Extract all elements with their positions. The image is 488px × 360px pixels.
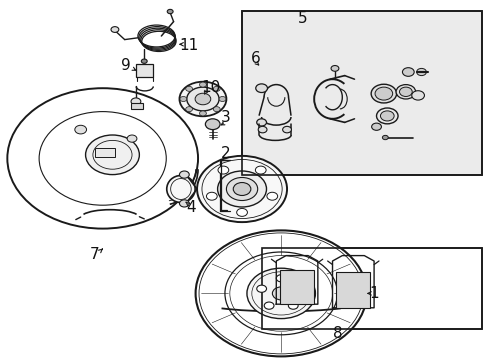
Circle shape (330, 66, 338, 71)
Circle shape (272, 287, 289, 300)
Text: 9: 9 (121, 58, 131, 73)
Text: 5: 5 (298, 11, 307, 26)
Circle shape (85, 135, 139, 175)
Circle shape (179, 200, 189, 207)
Circle shape (199, 82, 206, 87)
Text: 3: 3 (221, 110, 230, 125)
Circle shape (233, 183, 250, 195)
Circle shape (213, 86, 220, 91)
Circle shape (255, 166, 265, 174)
Circle shape (399, 87, 411, 96)
Bar (131, 103, 143, 109)
Text: 4: 4 (185, 199, 195, 215)
Circle shape (195, 93, 210, 105)
Circle shape (75, 125, 86, 134)
Circle shape (205, 119, 220, 130)
Bar (261, 248, 481, 329)
Circle shape (380, 111, 393, 121)
Bar (336, 272, 369, 308)
Circle shape (370, 84, 396, 103)
Text: 1: 1 (368, 286, 378, 301)
Circle shape (374, 87, 392, 100)
Circle shape (246, 268, 315, 319)
Circle shape (186, 87, 219, 111)
Circle shape (382, 135, 387, 140)
Circle shape (197, 156, 286, 222)
Circle shape (179, 82, 226, 116)
Circle shape (127, 135, 137, 142)
Circle shape (111, 27, 119, 32)
Bar (95, 148, 115, 157)
Circle shape (266, 192, 277, 200)
Circle shape (180, 96, 186, 102)
Bar (261, 248, 481, 329)
Circle shape (256, 119, 266, 126)
Circle shape (395, 85, 415, 99)
Circle shape (141, 59, 147, 63)
Bar (242, 11, 481, 175)
Circle shape (236, 208, 247, 216)
Bar (136, 64, 152, 77)
Circle shape (167, 9, 173, 14)
Text: 11: 11 (179, 38, 199, 53)
Circle shape (282, 126, 291, 133)
Bar (280, 270, 313, 304)
Ellipse shape (166, 176, 195, 202)
Circle shape (185, 107, 192, 112)
Circle shape (219, 96, 225, 102)
Circle shape (256, 285, 266, 292)
Text: 6: 6 (251, 51, 261, 66)
Bar (242, 11, 481, 175)
Text: 7: 7 (89, 247, 99, 262)
Circle shape (295, 285, 305, 292)
Circle shape (376, 108, 397, 124)
Circle shape (218, 166, 228, 174)
Circle shape (7, 88, 198, 229)
Circle shape (416, 68, 426, 76)
Circle shape (199, 111, 206, 116)
Circle shape (179, 171, 189, 178)
Circle shape (276, 275, 285, 282)
Circle shape (288, 302, 298, 309)
Text: 2: 2 (221, 145, 230, 161)
Circle shape (206, 192, 217, 200)
Circle shape (131, 98, 141, 105)
Text: 8: 8 (332, 326, 342, 341)
Circle shape (213, 107, 220, 112)
Circle shape (371, 123, 381, 130)
Circle shape (411, 91, 424, 100)
Text: 10: 10 (201, 80, 221, 95)
Circle shape (195, 230, 366, 356)
Circle shape (264, 302, 273, 309)
Circle shape (217, 171, 266, 207)
Circle shape (258, 126, 266, 133)
Circle shape (185, 86, 192, 91)
Circle shape (226, 177, 257, 201)
Circle shape (255, 84, 267, 93)
Circle shape (402, 68, 413, 76)
